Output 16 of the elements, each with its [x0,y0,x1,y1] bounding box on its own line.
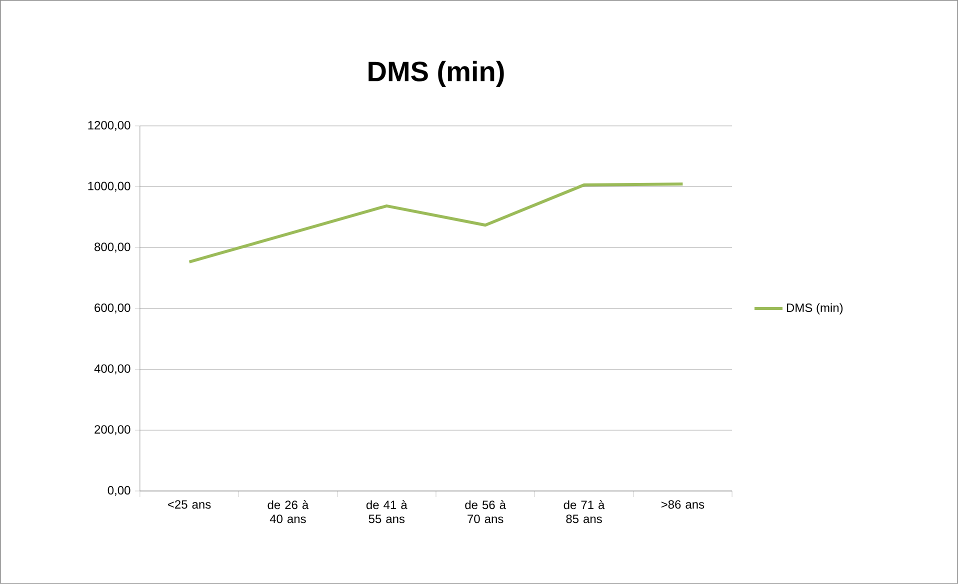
x-tick-label: de 41 à 55 ans [366,500,408,524]
x-tick-label: <25 ans [168,500,211,509]
chart-title: DMS (min) [368,60,504,88]
y-tick-label: 1200,00 [88,121,130,131]
y-tick-label: 1000,00 [88,182,130,192]
y-tick-label: 0,00 [108,486,130,496]
x-tick-label: de 56 à 70 ans [465,500,506,524]
legend-label: DMS (min) [786,303,843,314]
y-tick-label: 400,00 [94,364,130,374]
y-tick-label: 800,00 [94,242,130,253]
x-tick-label: >86 ans [661,500,704,509]
x-tick-label: de 26 à 40 ans [268,500,309,524]
line-series [188,182,684,264]
x-tick-label: de 71 à 85 ans [564,500,605,524]
y-tick-label: 600,00 [94,304,130,314]
y-tick-label: 200,00 [94,425,130,436]
